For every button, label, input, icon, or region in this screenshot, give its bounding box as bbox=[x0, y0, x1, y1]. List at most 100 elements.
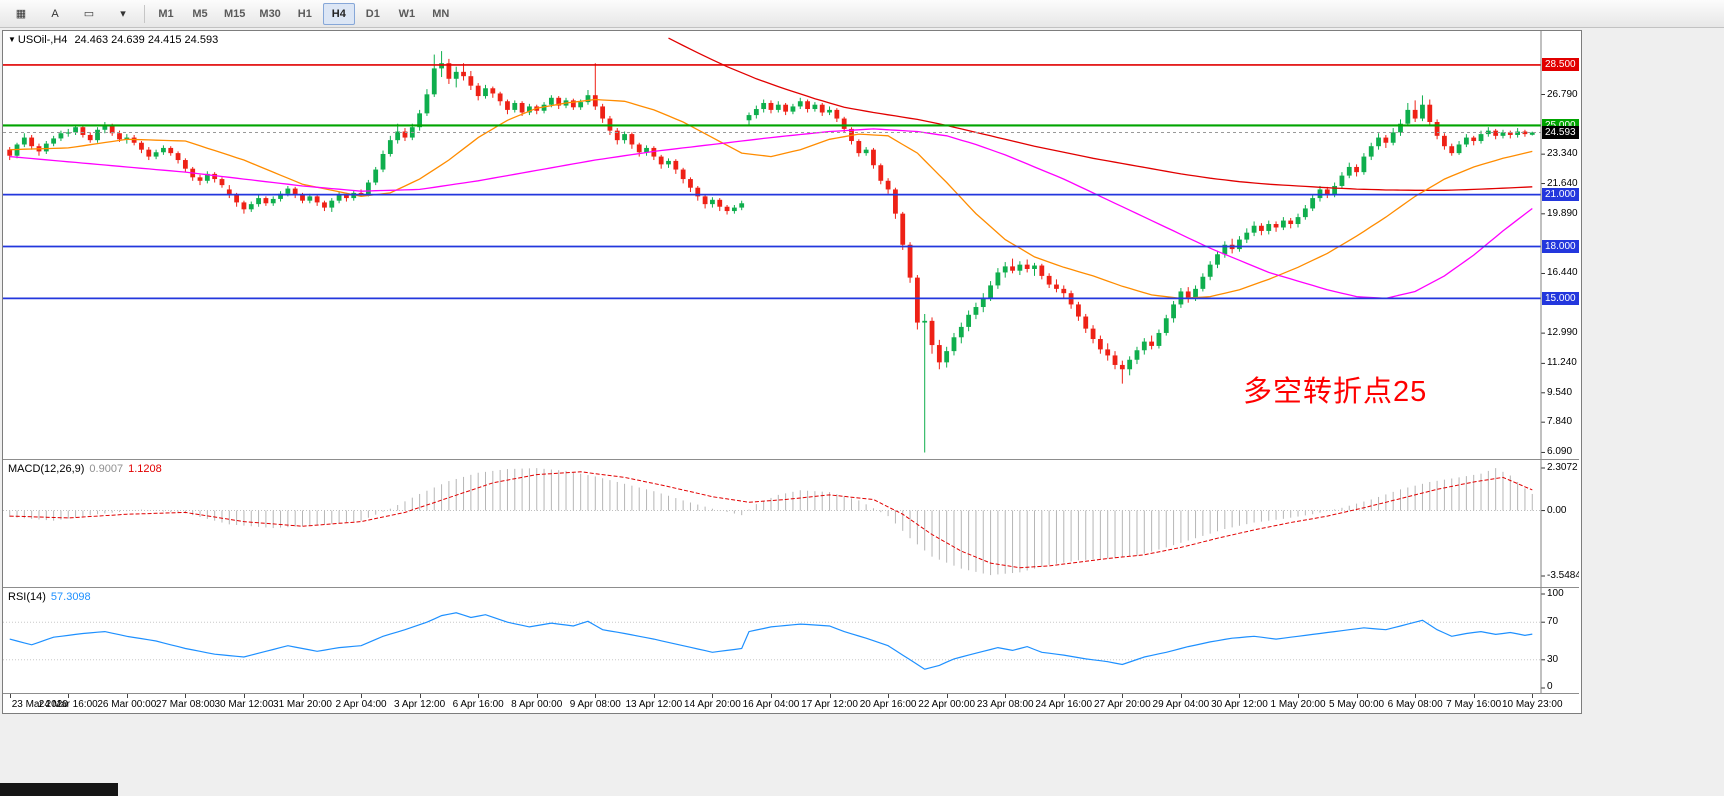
time-axis-tick bbox=[9, 694, 11, 698]
ma-magenta bbox=[9, 128, 1533, 300]
hline-price-label: 15.000 bbox=[1542, 291, 1579, 305]
price-axis-label: 19.890 bbox=[1547, 207, 1578, 219]
panel-separator[interactable] bbox=[3, 587, 1579, 588]
time-axis-tick bbox=[1239, 694, 1241, 698]
macd-axis-label: 0.00 bbox=[1547, 504, 1567, 516]
time-axis-label: 8 Apr 00:00 bbox=[511, 699, 563, 710]
time-axis-tick bbox=[1180, 694, 1182, 698]
time-axis-tick bbox=[1356, 694, 1358, 698]
macd-panel[interactable]: MACD(12,26,9) 0.9007 1.1208 2.3072 0.00 -3.5… bbox=[3, 460, 1579, 587]
hline-price-label: 21.000 bbox=[1542, 188, 1579, 202]
symbol-title: USOil-,H4 bbox=[17, 34, 68, 46]
plot-canvas[interactable] bbox=[3, 588, 1579, 693]
toolbar-separator bbox=[144, 4, 145, 23]
time-axis-label: 17 Apr 12:00 bbox=[801, 699, 858, 710]
timeframe-button-mn[interactable]: MN bbox=[432, 7, 450, 20]
rsi-axis-label: 30 bbox=[1547, 653, 1559, 665]
time-axis-tick bbox=[302, 694, 304, 698]
time-axis-label: 30 Apr 12:00 bbox=[1211, 699, 1268, 710]
time-axis-tick bbox=[888, 694, 890, 698]
time-axis-tick bbox=[419, 694, 421, 698]
time-axis-tick bbox=[1415, 694, 1417, 698]
price-chart-panel[interactable]: ▼ USOil-,H4 24.463 24.639 24.415 24.593 多空… bbox=[3, 31, 1579, 459]
time-axis-tick bbox=[1532, 694, 1534, 698]
timeframe-button-m15[interactable]: M15 bbox=[224, 7, 246, 20]
shape-tool-button[interactable]: ▭ bbox=[83, 8, 95, 20]
taskbar-fragment[interactable] bbox=[0, 783, 118, 796]
time-axis-tick bbox=[770, 694, 772, 698]
time-axis-label: 5 May 00:00 bbox=[1329, 699, 1385, 710]
time-axis-label: 7 May 16:00 bbox=[1446, 699, 1502, 710]
time-axis-tick bbox=[653, 694, 655, 698]
chart-window[interactable]: ▼ USOil-,H4 24.463 24.639 24.415 24.593 多空… bbox=[2, 30, 1582, 714]
ohlc-values: 24.463 24.639 24.415 24.593 bbox=[74, 34, 219, 46]
timeframe-button-m1[interactable]: M1 bbox=[158, 7, 174, 20]
current-price-label: 24.593 bbox=[1542, 125, 1579, 139]
time-axis-label: 14 Apr 20:00 bbox=[684, 699, 741, 710]
hline-price-label: 18.000 bbox=[1542, 240, 1579, 253]
time-axis-label: 23 Mar 2020 bbox=[11, 699, 68, 710]
hline-price-label: 28.500 bbox=[1542, 58, 1579, 72]
macd-axis-label: -3.5484 bbox=[1547, 570, 1579, 581]
timeframe-button-d1[interactable]: D1 bbox=[365, 7, 380, 20]
annotation-text[interactable]: 多空转折点25 bbox=[1243, 376, 1428, 408]
time-axis-label: 23 Apr 08:00 bbox=[976, 699, 1034, 710]
panel-separator[interactable] bbox=[3, 459, 1579, 460]
macd-label: MACD(12,26,9) 0.9007 1.1208 bbox=[8, 463, 162, 475]
panel-separator[interactable] bbox=[3, 693, 1579, 694]
plot-canvas[interactable] bbox=[3, 31, 1579, 459]
time-axis-tick bbox=[1063, 694, 1065, 698]
time-axis-label: 16 Apr 04:00 bbox=[742, 699, 800, 710]
timeframe-button-m5[interactable]: M5 bbox=[192, 7, 208, 20]
time-axis-label: 22 Apr 00:00 bbox=[918, 699, 976, 710]
time-axis-label: 9 Apr 08:00 bbox=[569, 699, 621, 710]
time-axis-label: 6 May 08:00 bbox=[1387, 699, 1443, 710]
time-axis-label: 13 Apr 12:00 bbox=[625, 699, 683, 710]
price-axis-label: 16.440 bbox=[1547, 267, 1578, 279]
macd-signal-value: 1.1208 bbox=[128, 463, 162, 475]
time-axis-tick bbox=[68, 694, 70, 698]
time-axis-tick bbox=[361, 694, 363, 698]
tools-dropdown-icon[interactable]: ▾ bbox=[120, 8, 126, 20]
time-axis-tick bbox=[185, 694, 187, 698]
price-axis-label: 23.340 bbox=[1547, 148, 1578, 160]
time-axis-tick bbox=[1005, 694, 1007, 698]
timeframe-button-h4[interactable]: H4 bbox=[322, 2, 355, 25]
rsi-panel[interactable]: RSI(14) 57.3098 100 70 30 0 bbox=[3, 588, 1579, 693]
time-axis-label: 24 Apr 16:00 bbox=[1035, 699, 1093, 710]
time-axis-tick bbox=[595, 694, 597, 698]
time-axis-label: 1 May 20:00 bbox=[1270, 699, 1326, 710]
price-axis-label: 6.090 bbox=[1547, 446, 1573, 458]
time-axis-label: 2 Apr 04:00 bbox=[335, 699, 387, 710]
time-axis-tick bbox=[712, 694, 714, 698]
price-axis-label: 11.240 bbox=[1547, 357, 1577, 369]
macd-axis-label: 2.3072 bbox=[1547, 462, 1578, 473]
ma-red-slow bbox=[668, 37, 1533, 191]
time-axis-tick bbox=[1298, 694, 1300, 698]
time-axis-tick bbox=[126, 694, 128, 698]
plot-canvas[interactable] bbox=[3, 460, 1579, 587]
text-tool-button[interactable]: A bbox=[51, 7, 59, 20]
time-axis-tick bbox=[243, 694, 245, 698]
price-axis-label: 7.840 bbox=[1547, 416, 1573, 428]
time-axis-label: 27 Mar 08:00 bbox=[155, 699, 215, 710]
time-axis-label: 27 Apr 20:00 bbox=[1093, 699, 1151, 710]
timeframe-button-w1[interactable]: W1 bbox=[398, 7, 416, 20]
macd-name: MACD(12,26,9) bbox=[8, 463, 85, 475]
price-axis-label: 12.990 bbox=[1547, 327, 1578, 339]
time-axis[interactable]: 23 Mar 2020 24 Mar 16:00 26 Mar 00:00 27 Ma… bbox=[3, 694, 1579, 713]
rsi-value: 57.3098 bbox=[50, 591, 91, 603]
timeframe-button-h1[interactable]: H1 bbox=[297, 7, 312, 20]
time-axis-tick bbox=[536, 694, 538, 698]
time-axis-tick bbox=[478, 694, 480, 698]
time-axis-label: 31 Mar 20:00 bbox=[273, 699, 332, 710]
rsi-axis-label: 70 bbox=[1547, 616, 1559, 628]
time-axis-label: 3 Apr 12:00 bbox=[394, 699, 446, 710]
charts-cascade-icon[interactable]: ▦ bbox=[15, 8, 27, 20]
timeframe-button-m30[interactable]: M30 bbox=[259, 7, 281, 20]
time-axis-label: 6 Apr 16:00 bbox=[452, 699, 504, 710]
collapse-arrow-icon[interactable]: ▼ bbox=[8, 35, 16, 44]
time-axis-label: 29 Apr 04:00 bbox=[1152, 699, 1210, 710]
time-axis-tick bbox=[1473, 694, 1475, 698]
